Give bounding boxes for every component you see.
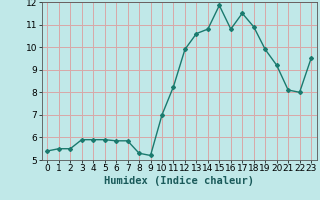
X-axis label: Humidex (Indice chaleur): Humidex (Indice chaleur): [104, 176, 254, 186]
